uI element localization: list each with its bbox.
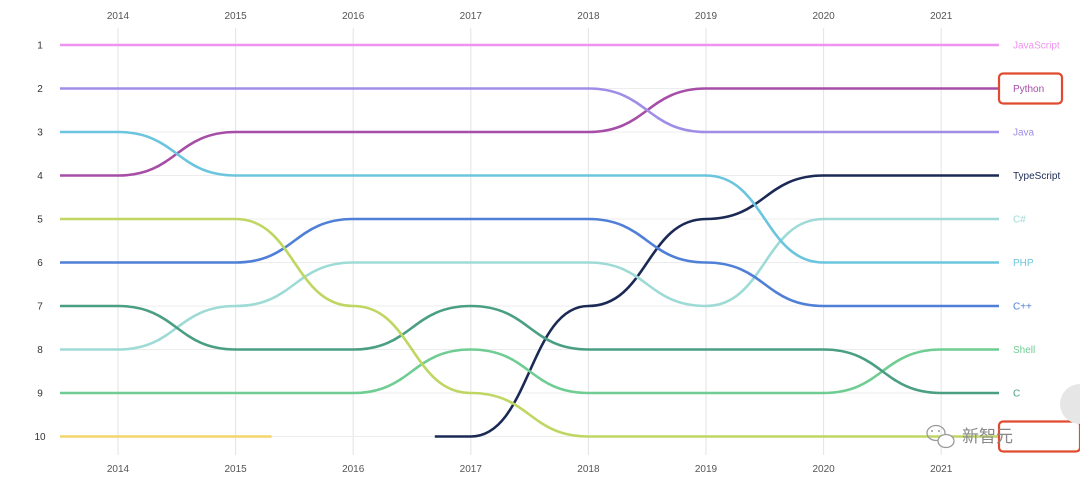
x-tick-top: 2020 <box>812 11 835 22</box>
legend-label-cplusplus: C++ <box>1013 302 1032 313</box>
watermark: 新智元 <box>926 424 1013 449</box>
edge-fade <box>1060 384 1080 424</box>
y-tick-label: 2 <box>37 84 43 95</box>
series-line-typescript <box>434 174 999 438</box>
x-tick-bottom: 2018 <box>577 464 600 475</box>
series-line-c <box>60 304 999 395</box>
series-line-java <box>60 87 999 134</box>
x-tick-bottom: 2021 <box>930 464 953 475</box>
legend-label-typescript: TypeScript <box>1013 171 1060 182</box>
legend-label-csharp: C# <box>1013 215 1026 226</box>
y-tick-label: 4 <box>37 171 43 182</box>
series-line-cplusplus <box>60 217 999 308</box>
x-tick-top: 2019 <box>695 11 718 22</box>
y-tick-label: 10 <box>34 432 46 443</box>
highlight-boxes <box>997 72 1080 453</box>
series-lines <box>60 43 999 438</box>
grid <box>60 28 999 455</box>
x-tick-bottom: 2016 <box>342 464 365 475</box>
highlight-box-python <box>997 72 1064 105</box>
x-tick-top: 2017 <box>460 11 483 22</box>
y-tick-label: 8 <box>37 345 43 356</box>
x-axis-bottom: 2014 2015 2016 2017 2018 2019 2020 2021 <box>107 464 953 475</box>
legend-label-php: PHP <box>1013 258 1034 269</box>
legend-label-c: C <box>1013 389 1020 400</box>
x-tick-bottom: 2017 <box>460 464 483 475</box>
legend-label-python: Python <box>1013 84 1044 95</box>
x-axis-top: 2014 2015 2016 2017 2018 2019 2020 2021 <box>107 11 953 22</box>
series-line-csharp <box>60 217 999 351</box>
x-tick-bottom: 2015 <box>224 464 247 475</box>
y-tick-label: 1 <box>37 41 43 52</box>
legend-label-javascript: JavaScript <box>1013 41 1060 52</box>
x-tick-bottom: 2020 <box>812 464 835 475</box>
y-tick-label: 9 <box>37 389 43 400</box>
x-tick-bottom: 2014 <box>107 464 130 475</box>
y-tick-label: 7 <box>37 302 43 313</box>
x-tick-top: 2016 <box>342 11 365 22</box>
watermark-text: 新智元 <box>962 427 1013 447</box>
x-tick-bottom: 2019 <box>695 464 718 475</box>
x-tick-top: 2018 <box>577 11 600 22</box>
x-tick-top: 2014 <box>107 11 130 22</box>
x-tick-top: 2015 <box>224 11 247 22</box>
series-line-unlabeled-9 <box>60 217 999 438</box>
series-line-python <box>60 87 999 177</box>
y-tick-label: 3 <box>37 128 43 139</box>
legend-labels: JavaScript Python Java TypeScript C# PHP C++ Sh… <box>1013 41 1060 400</box>
y-tick-label: 6 <box>37 258 43 269</box>
wechat-icon <box>926 424 955 449</box>
y-tick-label: 5 <box>37 215 43 226</box>
y-axis: 1 2 3 4 5 6 7 8 9 10 <box>34 41 46 444</box>
legend-label-shell: Shell <box>1013 345 1035 356</box>
series-line-php <box>60 130 999 264</box>
highlight-box-rank-10 <box>997 420 1080 453</box>
x-tick-top: 2021 <box>930 11 953 22</box>
legend-label-java: Java <box>1013 128 1035 139</box>
